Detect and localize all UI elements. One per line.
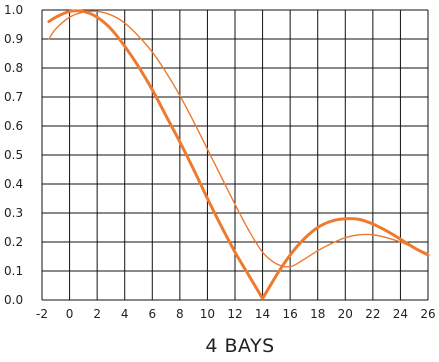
- x-tick-label: 0: [66, 307, 74, 321]
- x-tick-label: -2: [36, 307, 48, 321]
- series-group: [47, 9, 430, 301]
- series-line-thick: [47, 9, 430, 301]
- y-tick-label: 0.5: [4, 148, 23, 162]
- chart-title: 4 BAYS: [205, 335, 274, 357]
- x-tick-label: 16: [283, 307, 298, 321]
- y-tick-label: 0.3: [4, 206, 23, 220]
- y-tick-label: 0.0: [4, 293, 23, 307]
- y-tick-labels: 0.0 0.1 0.2 0.3 0.4 0.5 0.6 0.7 0.8 0.9 1.0: [4, 3, 23, 307]
- x-tick-label: 8: [176, 307, 184, 321]
- x-tick-label: 2: [93, 307, 101, 321]
- y-tick-label: 0.9: [4, 32, 23, 46]
- x-tick-labels: -2 0 2 4 6 8 10 12 14 16 18 20 22 24 26: [36, 307, 436, 321]
- x-tick-label: 20: [338, 307, 353, 321]
- y-tick-label: 0.4: [4, 177, 23, 191]
- y-tick-label: 1.0: [4, 3, 23, 17]
- grid: [41, 9, 429, 301]
- x-tick-label: 6: [148, 307, 156, 321]
- series-line-thin: [48, 10, 429, 268]
- x-tick-label: 22: [365, 307, 380, 321]
- x-tick-label: 24: [393, 307, 408, 321]
- y-tick-label: 0.8: [4, 61, 23, 75]
- y-tick-label: 0.2: [4, 235, 23, 249]
- x-tick-label: 26: [420, 307, 435, 321]
- y-tick-label: 0.1: [4, 264, 23, 278]
- x-tick-label: 18: [310, 307, 325, 321]
- y-tick-label: 0.7: [4, 90, 23, 104]
- x-tick-label: 4: [121, 307, 129, 321]
- x-tick-label: 14: [255, 307, 270, 321]
- x-tick-label: 12: [227, 307, 242, 321]
- x-tick-label: 10: [200, 307, 215, 321]
- y-tick-label: 0.6: [4, 119, 23, 133]
